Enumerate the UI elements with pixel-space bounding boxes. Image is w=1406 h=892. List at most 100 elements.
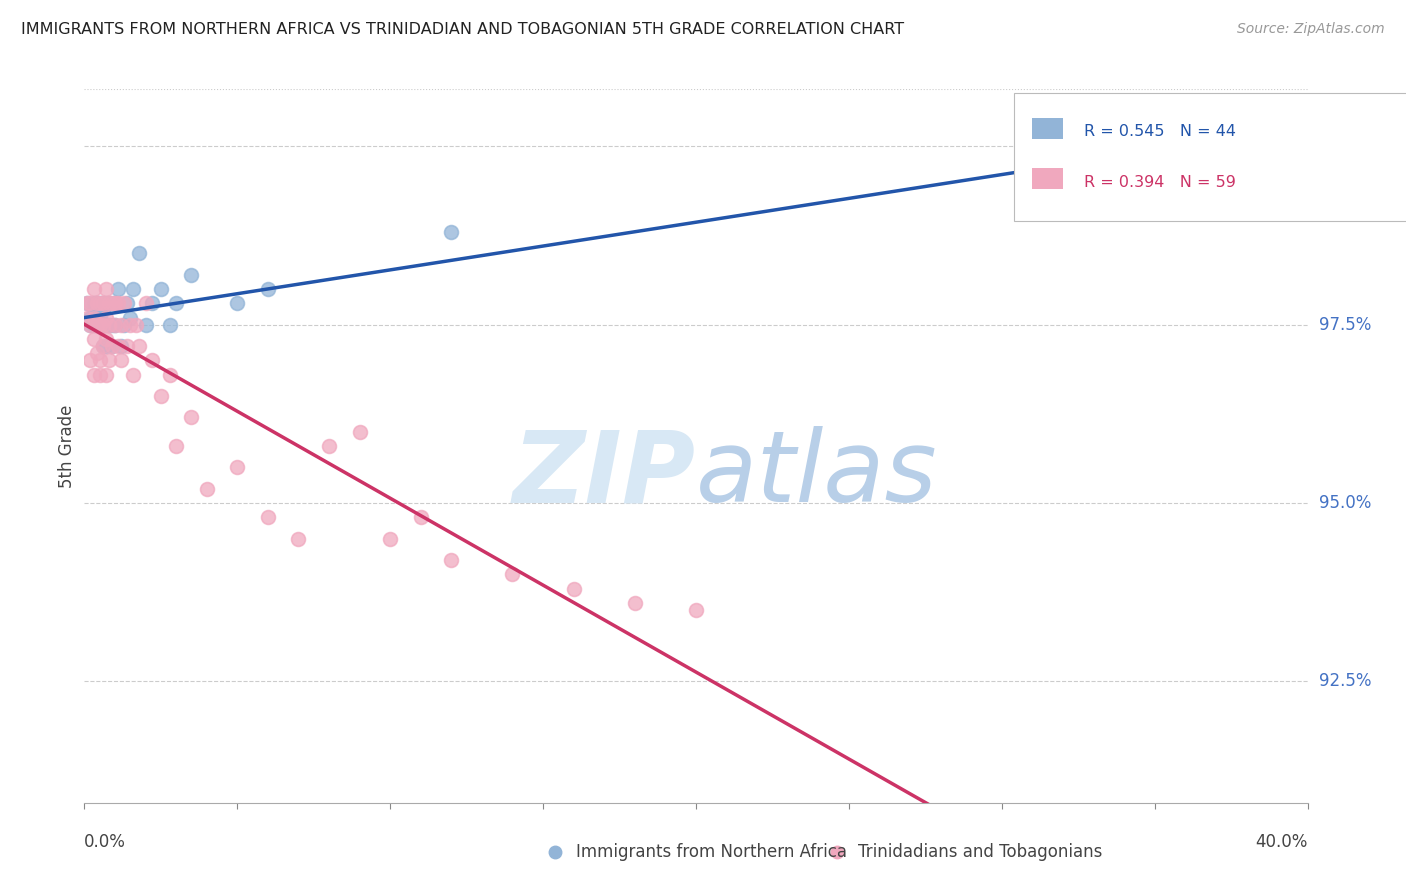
Point bbox=[112, 318, 135, 332]
Point bbox=[562, 582, 585, 596]
Point bbox=[79, 353, 101, 368]
Point bbox=[226, 460, 249, 475]
Point bbox=[89, 353, 111, 368]
Point bbox=[685, 603, 707, 617]
Point bbox=[97, 296, 120, 310]
Point bbox=[141, 296, 163, 310]
Point bbox=[97, 318, 120, 332]
Point bbox=[125, 318, 148, 332]
Point bbox=[165, 439, 187, 453]
Point bbox=[195, 482, 218, 496]
Point bbox=[94, 318, 117, 332]
Point bbox=[104, 318, 127, 332]
Text: 100.0%: 100.0% bbox=[1319, 137, 1382, 155]
Point bbox=[104, 296, 127, 310]
Point bbox=[91, 318, 114, 332]
Point bbox=[89, 310, 111, 325]
Point bbox=[110, 318, 132, 332]
Point bbox=[91, 339, 114, 353]
Text: atlas: atlas bbox=[696, 426, 938, 523]
Point bbox=[91, 318, 114, 332]
Point bbox=[86, 296, 108, 310]
Point bbox=[86, 310, 108, 325]
Point bbox=[86, 346, 108, 360]
FancyBboxPatch shape bbox=[1014, 93, 1406, 221]
Point bbox=[83, 296, 105, 310]
Point bbox=[409, 510, 432, 524]
Y-axis label: 5th Grade: 5th Grade bbox=[58, 404, 76, 488]
Text: R = 0.394   N = 59: R = 0.394 N = 59 bbox=[1084, 175, 1236, 190]
Point bbox=[97, 353, 120, 368]
Point bbox=[110, 339, 132, 353]
Point bbox=[94, 339, 117, 353]
Point bbox=[104, 296, 127, 310]
Text: Immigrants from Northern Africa: Immigrants from Northern Africa bbox=[576, 843, 848, 861]
Point bbox=[226, 296, 249, 310]
Text: R = 0.545   N = 44: R = 0.545 N = 44 bbox=[1084, 124, 1236, 139]
FancyBboxPatch shape bbox=[1032, 118, 1063, 139]
Point bbox=[287, 532, 309, 546]
Point bbox=[149, 282, 172, 296]
Point bbox=[86, 296, 108, 310]
Point bbox=[83, 318, 105, 332]
Point bbox=[112, 296, 135, 310]
Point bbox=[115, 296, 138, 310]
Point bbox=[94, 282, 117, 296]
Point bbox=[180, 268, 202, 282]
Point bbox=[94, 332, 117, 346]
Point bbox=[91, 339, 114, 353]
Point bbox=[440, 225, 463, 239]
Point bbox=[502, 567, 524, 582]
Point bbox=[76, 296, 98, 310]
Point bbox=[83, 303, 105, 318]
Point bbox=[89, 303, 111, 318]
Text: 0.0%: 0.0% bbox=[84, 833, 127, 851]
Point bbox=[257, 282, 280, 296]
Point bbox=[135, 318, 157, 332]
Point bbox=[165, 296, 187, 310]
Point bbox=[79, 318, 101, 332]
Point bbox=[128, 339, 150, 353]
FancyBboxPatch shape bbox=[1032, 168, 1063, 189]
Point bbox=[115, 339, 138, 353]
Point bbox=[76, 296, 98, 310]
Point bbox=[101, 296, 124, 310]
Point bbox=[76, 310, 98, 325]
Point bbox=[101, 339, 124, 353]
Text: Source: ZipAtlas.com: Source: ZipAtlas.com bbox=[1237, 22, 1385, 37]
Point bbox=[135, 296, 157, 310]
Text: 92.5%: 92.5% bbox=[1319, 673, 1371, 690]
Text: IMMIGRANTS FROM NORTHERN AFRICA VS TRINIDADIAN AND TOBAGONIAN 5TH GRADE CORRELAT: IMMIGRANTS FROM NORTHERN AFRICA VS TRINI… bbox=[21, 22, 904, 37]
Point bbox=[83, 332, 105, 346]
Point bbox=[89, 318, 111, 332]
Point bbox=[83, 282, 105, 296]
Point bbox=[86, 296, 108, 310]
Point bbox=[120, 310, 142, 325]
Point bbox=[89, 296, 111, 310]
Point bbox=[97, 318, 120, 332]
Point bbox=[104, 318, 127, 332]
Point bbox=[110, 353, 132, 368]
Point bbox=[159, 318, 181, 332]
Text: Trinidadians and Tobagonians: Trinidadians and Tobagonians bbox=[858, 843, 1102, 861]
Point bbox=[159, 368, 181, 382]
Point bbox=[86, 318, 108, 332]
Point bbox=[83, 310, 105, 325]
Point bbox=[107, 282, 129, 296]
Point bbox=[1234, 139, 1257, 153]
Point bbox=[91, 296, 114, 310]
Point bbox=[89, 368, 111, 382]
Text: 95.0%: 95.0% bbox=[1319, 494, 1371, 512]
Point bbox=[624, 596, 647, 610]
Point bbox=[79, 296, 101, 310]
Point bbox=[180, 410, 202, 425]
Point bbox=[107, 296, 129, 310]
Point bbox=[380, 532, 402, 546]
Point bbox=[440, 553, 463, 567]
Point bbox=[79, 310, 101, 325]
Point bbox=[257, 510, 280, 524]
Point bbox=[101, 318, 124, 332]
Point bbox=[107, 339, 129, 353]
Point bbox=[120, 318, 142, 332]
Point bbox=[86, 318, 108, 332]
